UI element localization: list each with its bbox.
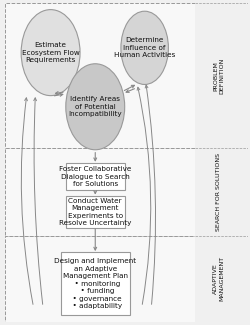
Text: Conduct Water
Management
Experiments to
Resolve Uncertainty: Conduct Water Management Experiments to … [59,198,132,226]
Bar [5,3,195,148]
Bar [5,148,195,236]
Bar [5,236,195,322]
FancyBboxPatch shape [66,163,125,190]
Text: Determine
Influence of
Human Activities: Determine Influence of Human Activities [114,37,175,58]
FancyBboxPatch shape [66,196,125,228]
Text: Identify Areas
of Potential
Incompatibility: Identify Areas of Potential Incompatibil… [68,96,122,117]
Text: ADAPTIVE
MANAGEMENT: ADAPTIVE MANAGEMENT [213,256,224,301]
Ellipse shape [21,10,80,96]
Text: Estimate
Ecosystem Flow
Requirements: Estimate Ecosystem Flow Requirements [22,42,80,63]
Text: Design and Implement
an Adaptive
Management Plan
  • monitoring
  • funding
  • : Design and Implement an Adaptive Managem… [54,258,136,309]
Ellipse shape [121,11,168,84]
FancyBboxPatch shape [60,253,130,315]
Text: PROBLEM
DEFINITION: PROBLEM DEFINITION [213,58,224,94]
Text: Foster Collaborative
Dialogue to Search
for Solutions: Foster Collaborative Dialogue to Search … [59,166,132,187]
Ellipse shape [66,64,125,150]
Text: SEARCH FOR SOLUTIONS: SEARCH FOR SOLUTIONS [216,153,221,231]
